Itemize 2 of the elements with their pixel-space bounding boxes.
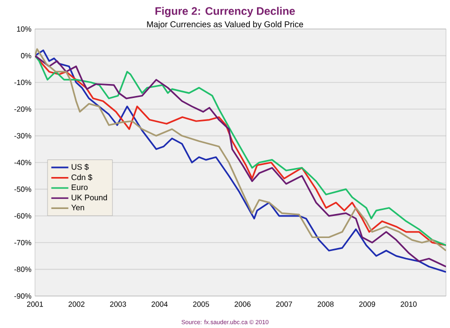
chart-subtitle: Major Currencies as Valued by Gold Price	[147, 21, 304, 29]
chart-title: Figure 2: Currency Decline	[156, 6, 295, 18]
